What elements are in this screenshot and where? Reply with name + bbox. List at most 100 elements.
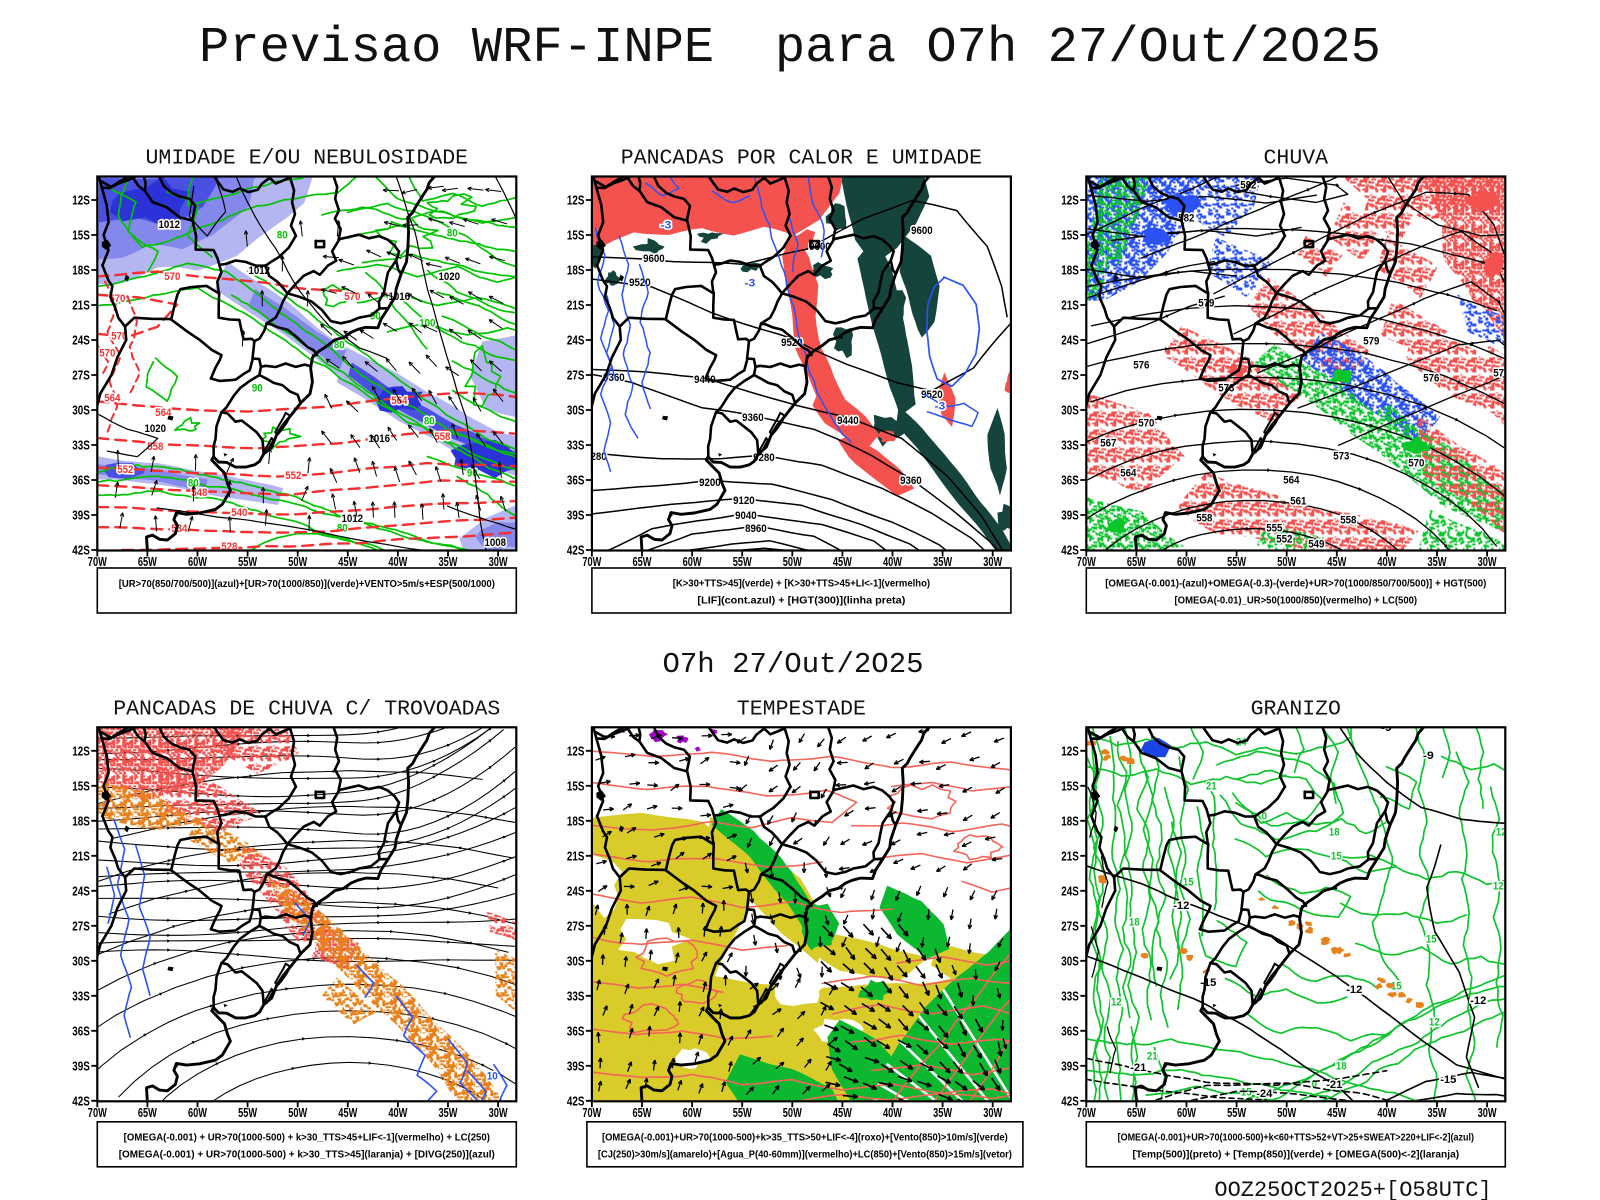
svg-text:24S: 24S	[72, 334, 90, 348]
svg-text:9600: 9600	[911, 225, 933, 237]
svg-text:561: 561	[1290, 496, 1306, 508]
svg-text:21S: 21S	[1061, 849, 1079, 863]
svg-text:42S: 42S	[567, 1094, 585, 1108]
svg-text:33S: 33S	[567, 989, 585, 1003]
svg-text:45W: 45W	[833, 1106, 852, 1120]
svg-text:540: 540	[231, 507, 247, 519]
svg-text:40W: 40W	[883, 555, 902, 569]
svg-text:65W: 65W	[633, 1106, 652, 1120]
svg-text:60W: 60W	[188, 1106, 207, 1120]
svg-text:65W: 65W	[138, 555, 157, 569]
svg-text:12: 12	[1429, 1016, 1440, 1028]
svg-text:18: 18	[1329, 826, 1340, 838]
svg-text:55W: 55W	[238, 555, 257, 569]
svg-text:18S: 18S	[567, 264, 585, 278]
svg-text:9440: 9440	[837, 415, 859, 427]
svg-text:18S: 18S	[72, 264, 90, 278]
svg-text:9120: 9120	[733, 495, 755, 507]
svg-text:15: 15	[1183, 876, 1194, 888]
svg-text:558: 558	[147, 441, 163, 453]
svg-text:27S: 27S	[567, 369, 585, 383]
svg-text:567: 567	[1100, 438, 1116, 450]
svg-text:9520: 9520	[921, 389, 943, 401]
svg-text:-9: -9	[1423, 750, 1434, 762]
svg-text:39S: 39S	[1061, 1059, 1079, 1073]
svg-text:[OMEGA(-0.001)+UR>70(1000-500): [OMEGA(-0.001)+UR>70(1000-500)+k<60+TTS>…	[1118, 1131, 1474, 1143]
svg-text:21: 21	[1206, 780, 1217, 792]
svg-text:50W: 50W	[288, 1106, 307, 1120]
svg-text:70W: 70W	[582, 555, 601, 569]
svg-text:570: 570	[111, 331, 127, 343]
svg-text:552: 552	[285, 470, 301, 482]
svg-text:18S: 18S	[1061, 264, 1079, 278]
svg-text:12S: 12S	[1061, 744, 1079, 758]
svg-text:-21: -21	[1130, 1062, 1146, 1074]
svg-text:39S: 39S	[72, 1059, 90, 1073]
svg-text:552: 552	[117, 464, 133, 476]
svg-text:21S: 21S	[567, 849, 585, 863]
svg-text:12S: 12S	[72, 194, 90, 208]
svg-text:33S: 33S	[1061, 989, 1079, 1003]
svg-text:40W: 40W	[1377, 1106, 1396, 1120]
svg-text:PANCADAS DE CHUVA C/ TROVOADAS: PANCADAS DE CHUVA C/ TROVOADAS	[113, 697, 500, 721]
svg-text:O7h 27/Out/2O25: O7h 27/Out/2O25	[662, 648, 923, 681]
svg-text:576: 576	[1423, 373, 1439, 385]
svg-text:60W: 60W	[683, 1106, 702, 1120]
svg-text:90: 90	[467, 468, 478, 480]
svg-text:548: 548	[191, 487, 207, 499]
svg-text:45W: 45W	[1327, 1106, 1346, 1120]
svg-text:15S: 15S	[567, 779, 585, 793]
svg-text:18S: 18S	[72, 814, 90, 828]
svg-text:570: 570	[344, 291, 360, 303]
svg-text:564: 564	[1120, 468, 1137, 480]
svg-text:36S: 36S	[1061, 474, 1079, 488]
svg-text:60W: 60W	[1177, 1106, 1196, 1120]
svg-text:-3: -3	[661, 220, 672, 232]
svg-text:24S: 24S	[1061, 334, 1079, 348]
svg-text:[OMEGA(-0.01)_UR>50(1000/850)(: [OMEGA(-0.01)_UR>50(1000/850)(vermelho) …	[1175, 595, 1418, 607]
svg-text:1012: 1012	[159, 219, 181, 231]
svg-text:[CJ(250)>30m/s](amarelo)+[Agua: [CJ(250)>30m/s](amarelo)+[Agua_P(40-60mm…	[598, 1148, 1012, 1160]
svg-text:45W: 45W	[338, 555, 357, 569]
svg-text:15S: 15S	[1061, 779, 1079, 793]
svg-text:42S: 42S	[72, 1094, 90, 1108]
svg-text:576: 576	[1133, 360, 1149, 372]
svg-text:573: 573	[1333, 451, 1349, 463]
svg-text:564: 564	[104, 393, 121, 405]
svg-text:0: 0	[1262, 810, 1267, 822]
svg-text:564: 564	[1283, 475, 1300, 487]
svg-text:18: 18	[1336, 1060, 1347, 1072]
svg-text:552: 552	[1276, 534, 1292, 546]
svg-text:555: 555	[1266, 523, 1282, 535]
svg-text:558: 558	[434, 431, 450, 443]
svg-text:15: 15	[1241, 1086, 1252, 1098]
svg-text:30W: 30W	[489, 1106, 508, 1120]
svg-text:15: 15	[1331, 850, 1342, 862]
svg-text:24S: 24S	[567, 334, 585, 348]
svg-text:60W: 60W	[683, 555, 702, 569]
svg-text:65W: 65W	[633, 555, 652, 569]
svg-text:579: 579	[1363, 336, 1379, 348]
svg-text:-15: -15	[1440, 1074, 1456, 1086]
svg-text:42S: 42S	[72, 544, 90, 558]
svg-text:27S: 27S	[72, 369, 90, 383]
svg-text:[K>30+TTS>45](verde) + [K>30+T: [K>30+TTS>45](verde) + [K>30+TTS>45+LI<-…	[673, 578, 930, 590]
svg-text:36S: 36S	[1061, 1024, 1079, 1038]
svg-text:40W: 40W	[388, 1106, 407, 1120]
svg-text:90: 90	[370, 311, 381, 323]
svg-text:12: 12	[1496, 826, 1507, 838]
svg-text:-12: -12	[1470, 995, 1486, 1007]
svg-text:80: 80	[277, 230, 288, 242]
svg-text:[OMEGA(-0.001)+UR>70(1000-500): [OMEGA(-0.001)+UR>70(1000-500)+k>35_TTS>…	[602, 1131, 1008, 1143]
svg-text:-3: -3	[745, 278, 756, 290]
svg-text:30S: 30S	[1061, 404, 1079, 418]
svg-text:30W: 30W	[1478, 1106, 1497, 1120]
svg-text:55W: 55W	[733, 555, 752, 569]
svg-text:39S: 39S	[72, 509, 90, 523]
svg-text:40W: 40W	[1377, 555, 1396, 569]
svg-text:9040: 9040	[735, 510, 757, 522]
svg-text:50W: 50W	[783, 555, 802, 569]
svg-text:PANCADAS POR CALOR E UMIDADE: PANCADAS POR CALOR E UMIDADE	[621, 147, 982, 171]
svg-text:9520: 9520	[629, 277, 651, 289]
svg-text:27S: 27S	[1061, 919, 1079, 933]
